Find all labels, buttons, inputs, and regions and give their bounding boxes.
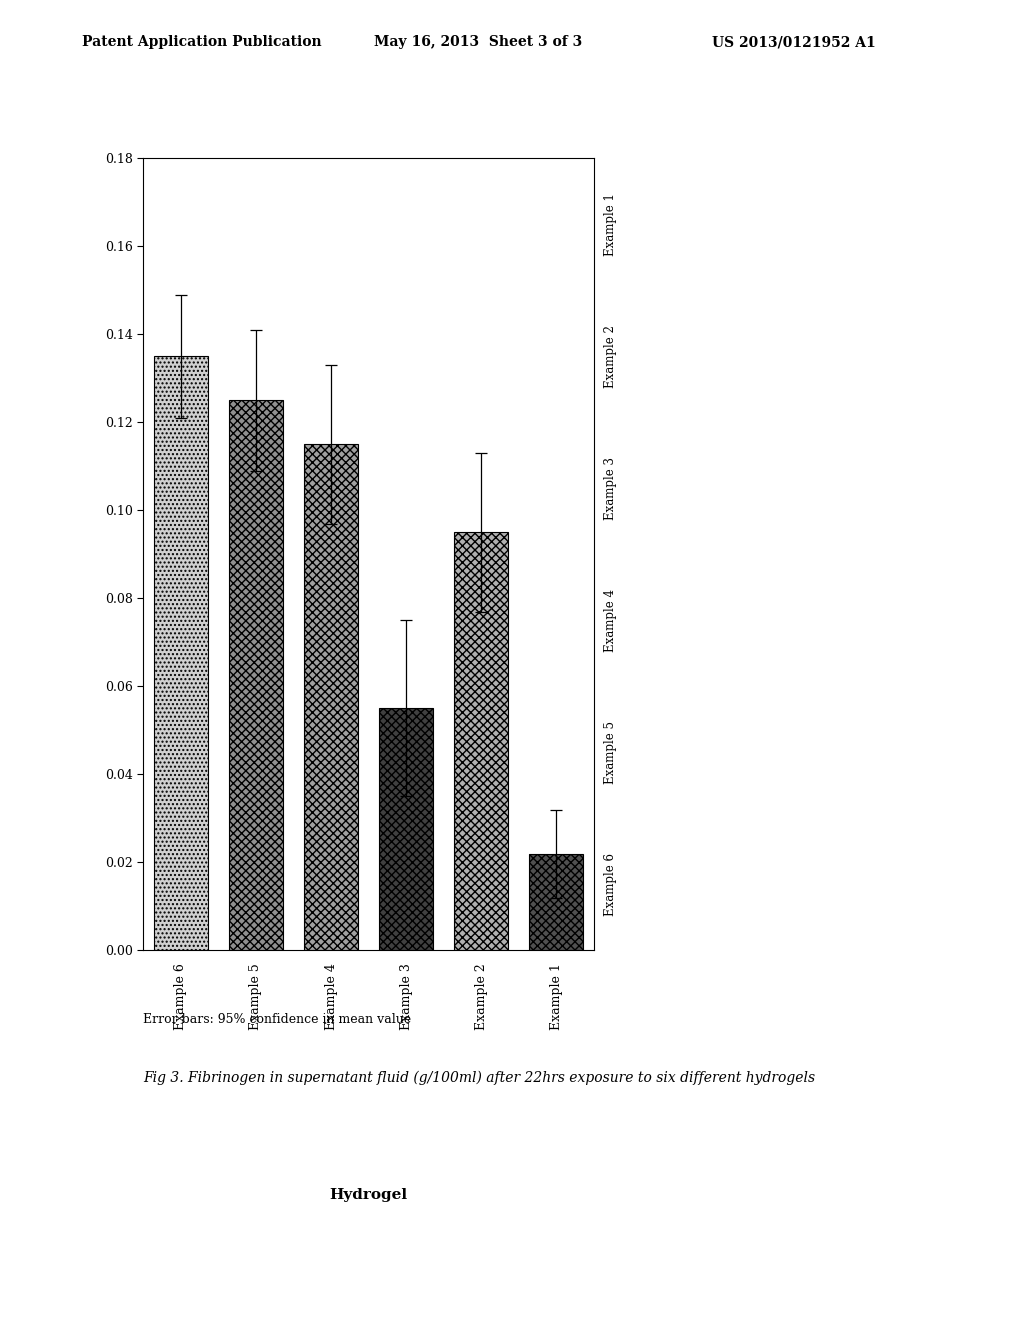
Text: Example 2: Example 2 <box>604 325 617 388</box>
Text: Fig 3. Fibrinogen in supernatant fluid (g/100ml) after 22hrs exposure to six dif: Fig 3. Fibrinogen in supernatant fluid (… <box>143 1071 815 1085</box>
Text: Example 3: Example 3 <box>399 964 413 1030</box>
Text: Example 6: Example 6 <box>174 964 187 1030</box>
Text: Example 4: Example 4 <box>325 964 338 1030</box>
Text: Hydrogel: Hydrogel <box>330 1188 408 1203</box>
Text: Example 1: Example 1 <box>604 193 617 256</box>
Bar <box>529 854 584 950</box>
Text: Error bars: 95% confidence in mean value: Error bars: 95% confidence in mean value <box>143 1012 412 1026</box>
Bar <box>154 356 208 950</box>
Text: Example 1: Example 1 <box>550 964 563 1030</box>
Text: US 2013/0121952 A1: US 2013/0121952 A1 <box>712 36 876 49</box>
Bar <box>304 445 358 950</box>
Bar <box>379 709 433 950</box>
Text: Example 6: Example 6 <box>604 853 617 916</box>
Text: Example 3: Example 3 <box>604 457 617 520</box>
Text: May 16, 2013  Sheet 3 of 3: May 16, 2013 Sheet 3 of 3 <box>374 36 582 49</box>
Bar <box>229 400 283 950</box>
Text: Example 2: Example 2 <box>475 964 487 1030</box>
Text: Example 5: Example 5 <box>604 721 617 784</box>
Text: Patent Application Publication: Patent Application Publication <box>82 36 322 49</box>
Bar <box>455 532 508 950</box>
Text: Example 5: Example 5 <box>250 964 262 1030</box>
Text: Example 4: Example 4 <box>604 589 617 652</box>
